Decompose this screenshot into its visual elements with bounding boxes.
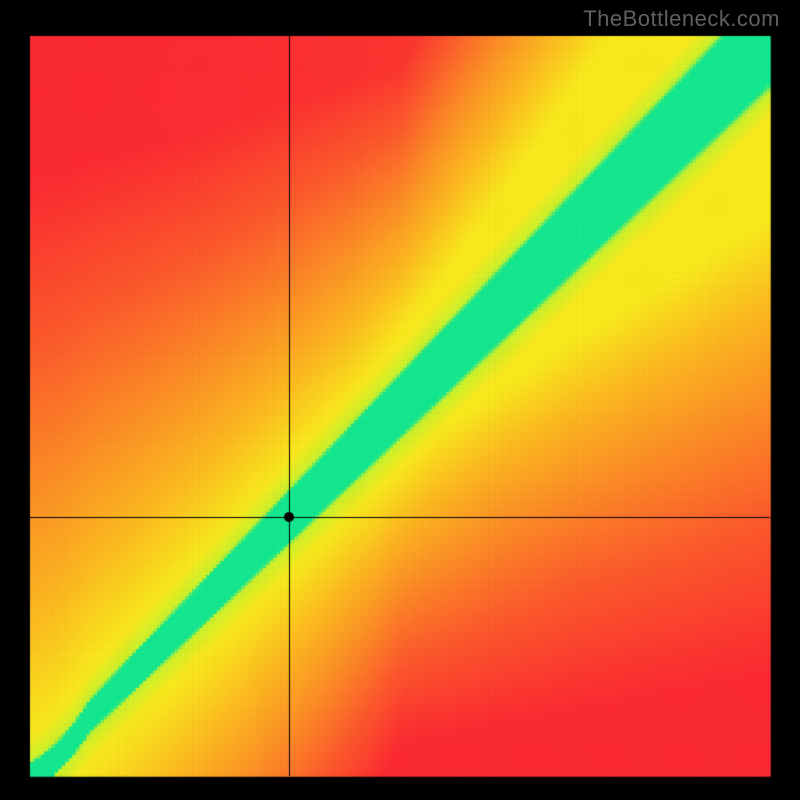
watermark-text: TheBottleneck.com [583,6,780,32]
bottleneck-heatmap [0,0,800,800]
